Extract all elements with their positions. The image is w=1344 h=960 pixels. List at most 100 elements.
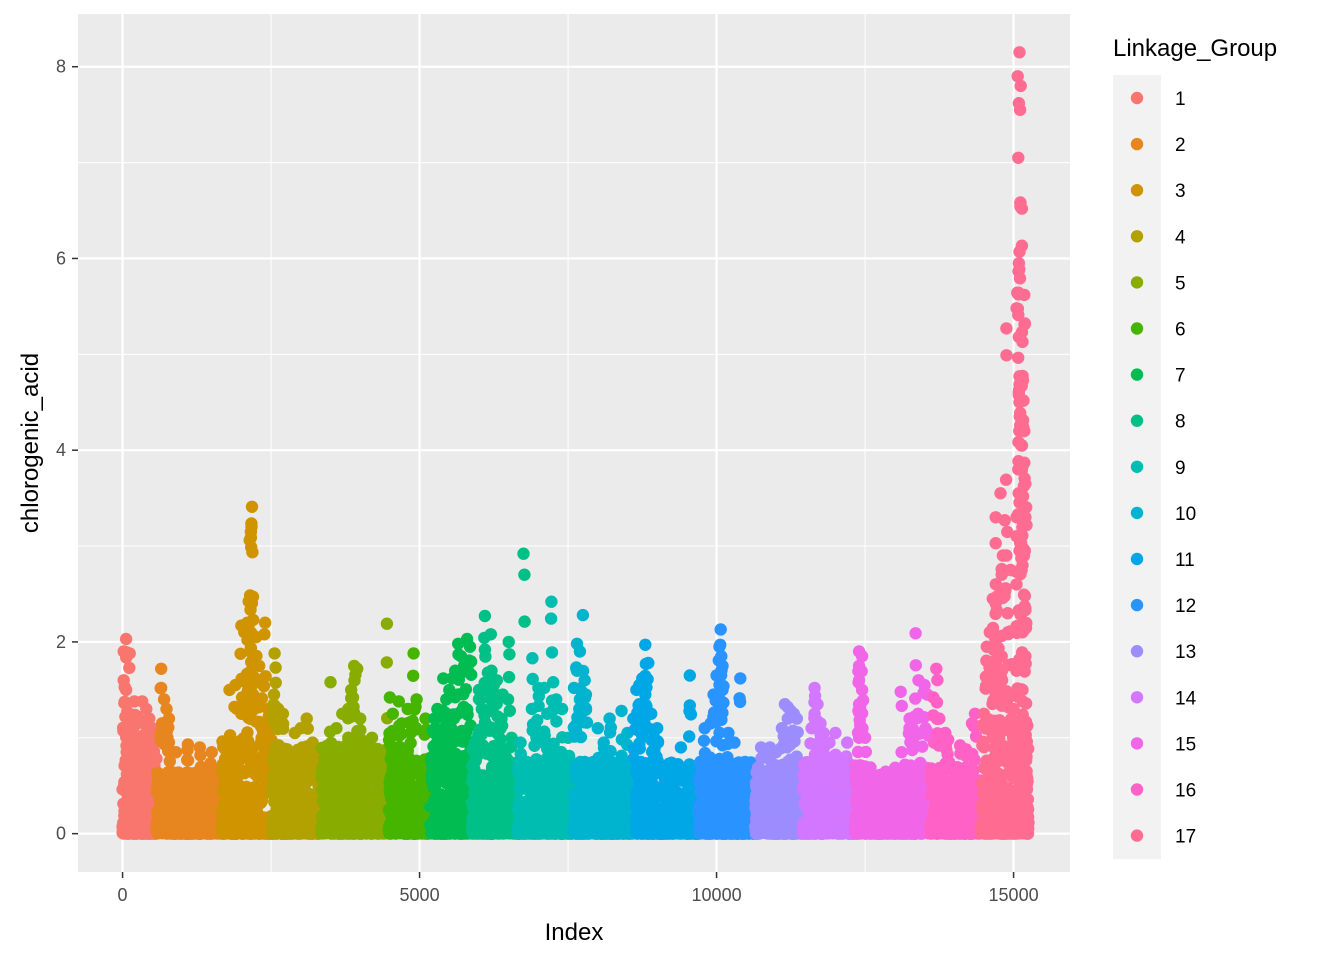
data-point (405, 758, 418, 772)
data-point (205, 772, 219, 785)
data-point (241, 764, 254, 777)
data-point (386, 707, 399, 720)
data-point (467, 823, 480, 836)
data-point (163, 755, 176, 768)
data-point (360, 803, 374, 816)
data-point (502, 635, 515, 649)
data-points (116, 46, 1035, 840)
data-point (329, 800, 342, 813)
data-point (424, 826, 438, 840)
data-point (185, 792, 198, 805)
data-point (276, 717, 290, 730)
data-point (344, 817, 357, 831)
data-point (346, 691, 360, 704)
data-point (478, 643, 492, 656)
data-point (245, 500, 259, 513)
data-point (452, 637, 465, 650)
data-point (439, 822, 452, 836)
data-point (470, 771, 483, 784)
data-point (223, 683, 236, 697)
data-point (288, 726, 301, 740)
data-point (156, 822, 169, 835)
data-point (165, 783, 178, 796)
data-point (258, 616, 272, 629)
data-point (219, 760, 232, 773)
data-point (255, 674, 269, 687)
data-point (155, 681, 168, 695)
data-point (280, 791, 293, 804)
data-point (145, 743, 158, 757)
data-point (242, 595, 255, 608)
data-point (513, 794, 526, 808)
data-point (246, 741, 259, 755)
data-point (119, 632, 133, 646)
data-point (223, 747, 237, 760)
series-group-2 (150, 662, 228, 840)
data-point (335, 745, 348, 759)
data-point (329, 769, 342, 782)
data-point (204, 797, 217, 810)
data-point (484, 628, 497, 641)
data-point (222, 735, 235, 748)
data-point (325, 824, 339, 837)
data-point (349, 766, 363, 780)
data-point (496, 688, 509, 701)
data-point (494, 752, 507, 765)
data-point (242, 825, 255, 838)
data-point (463, 640, 477, 653)
data-point (272, 739, 285, 752)
data-point (192, 801, 206, 814)
data-point (236, 743, 249, 756)
data-point (517, 547, 530, 560)
data-point (490, 802, 503, 815)
data-point (354, 712, 367, 725)
data-point (253, 659, 266, 673)
data-point (254, 796, 267, 810)
data-point (217, 785, 230, 798)
data-point (238, 626, 251, 639)
data-point (407, 669, 420, 682)
data-point (354, 723, 367, 737)
data-point (243, 534, 256, 547)
data-point (442, 768, 455, 781)
data-point (380, 617, 394, 630)
data-point (140, 780, 154, 793)
data-point (550, 792, 563, 805)
data-point (195, 823, 208, 836)
data-point (475, 702, 489, 716)
data-point (457, 700, 470, 714)
data-point (407, 647, 420, 660)
data-point (404, 736, 417, 750)
data-point (206, 762, 219, 776)
data-point (194, 760, 208, 774)
data-point (342, 731, 355, 744)
data-point (250, 630, 263, 644)
data-point (330, 722, 343, 735)
data-point (119, 776, 132, 790)
data-point (503, 648, 516, 661)
data-point (135, 792, 148, 805)
data-point (255, 824, 268, 837)
data-point (130, 732, 144, 745)
data-point (368, 825, 382, 838)
data-point (267, 688, 281, 701)
data-point (437, 672, 450, 685)
data-point (131, 760, 144, 773)
data-point (380, 656, 393, 669)
data-point (434, 707, 447, 720)
data-point (169, 746, 183, 759)
data-point (475, 742, 489, 755)
data-point (336, 707, 349, 720)
data-point (410, 819, 424, 832)
data-point (316, 762, 329, 775)
data-point (324, 676, 337, 689)
data-point (232, 782, 245, 795)
data-point (475, 728, 488, 741)
data-point (386, 746, 399, 759)
data-point (124, 748, 137, 762)
data-point (493, 821, 506, 835)
data-point (364, 757, 378, 771)
data-point (131, 774, 145, 787)
data-point (160, 702, 173, 716)
data-point (344, 789, 357, 802)
